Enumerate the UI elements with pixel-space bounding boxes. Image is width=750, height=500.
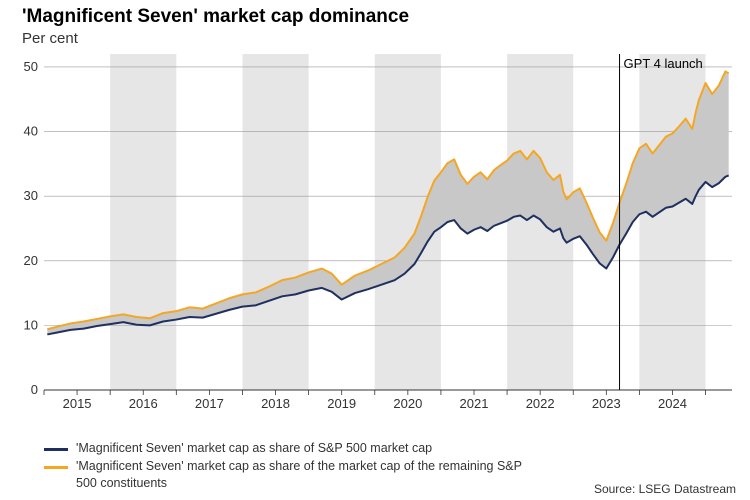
svg-text:2017: 2017	[195, 396, 224, 411]
svg-text:50: 50	[24, 59, 38, 74]
svg-text:2023: 2023	[592, 396, 621, 411]
svg-text:0: 0	[31, 382, 38, 397]
chart-plot: 0102030405020152016201720182019202020212…	[44, 54, 732, 414]
svg-text:2019: 2019	[327, 396, 356, 411]
svg-text:30: 30	[24, 188, 38, 203]
chart-subtitle: Per cent	[22, 30, 78, 47]
svg-text:2015: 2015	[63, 396, 92, 411]
legend-item-orange: 'Magnificent Seven' market cap as share …	[44, 458, 526, 492]
chart-title: 'Magnificent Seven' market cap dominance	[22, 6, 409, 28]
svg-text:2018: 2018	[261, 396, 290, 411]
svg-text:10: 10	[24, 317, 38, 332]
source-label: Source: LSEG Datastream	[594, 482, 736, 496]
svg-text:20: 20	[24, 253, 38, 268]
svg-text:2022: 2022	[526, 396, 555, 411]
svg-text:2024: 2024	[658, 396, 687, 411]
svg-text:40: 40	[24, 124, 38, 139]
chart-container: 'Magnificent Seven' market cap dominance…	[0, 0, 750, 500]
svg-text:2016: 2016	[129, 396, 158, 411]
svg-text:2020: 2020	[393, 396, 422, 411]
svg-text:2021: 2021	[460, 396, 489, 411]
legend-swatch-orange	[44, 466, 68, 469]
legend-text-navy: 'Magnificent Seven' market cap as share …	[76, 440, 432, 457]
legend: 'Magnificent Seven' market cap as share …	[44, 440, 526, 493]
legend-text-orange: 'Magnificent Seven' market cap as share …	[76, 458, 526, 492]
legend-item-navy: 'Magnificent Seven' market cap as share …	[44, 440, 526, 457]
annotation-label: GPT 4 launch	[624, 56, 703, 71]
legend-swatch-navy	[44, 448, 68, 451]
